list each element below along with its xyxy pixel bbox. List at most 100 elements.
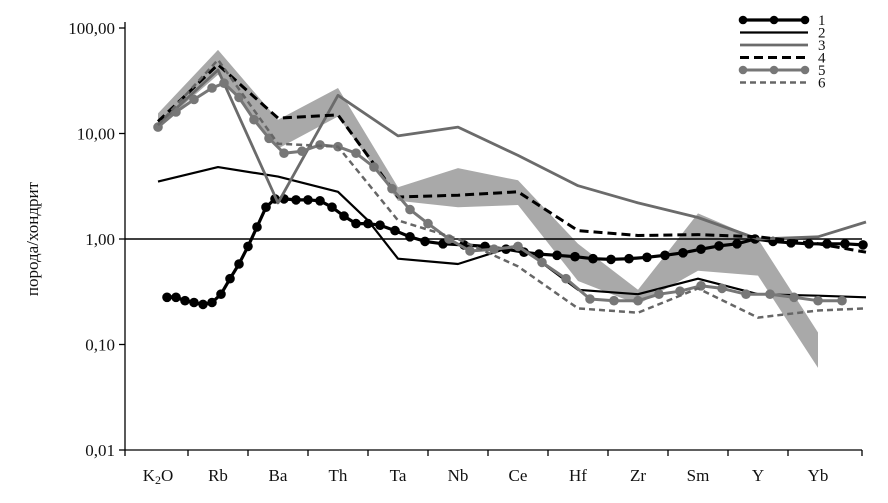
x-tick-label-main: Rb (208, 466, 228, 485)
series-5-point (789, 292, 799, 303)
series-1-point (252, 222, 262, 232)
series-1-point (234, 259, 244, 269)
legend-swatch-marker (738, 15, 748, 25)
series-5-point (249, 114, 259, 125)
series-1-point (243, 241, 253, 252)
x-tick-label-main: Ba (269, 466, 288, 485)
legend-label: 4 (818, 51, 826, 67)
legend-item-1: 1 (738, 13, 826, 29)
x-tick-label-subscript: 2 (155, 473, 161, 487)
x-tick-label-main: Hf (569, 466, 587, 485)
series-1-point (570, 251, 580, 262)
x-tick-label-main: Th (329, 466, 348, 485)
series-5-point (423, 218, 433, 229)
series-5-point (675, 286, 685, 297)
series-1-point (678, 248, 688, 258)
series-5-point (654, 289, 664, 300)
legend-label: 3 (818, 38, 826, 54)
series-1-point (291, 195, 301, 205)
series-1-point (696, 244, 706, 254)
series-3-line (157, 68, 867, 241)
series-1-point (339, 211, 349, 221)
legend-item-2: 2 (740, 26, 826, 42)
x-tick-label-main: Sm (687, 466, 710, 485)
x-tick-label-main: Ce (509, 466, 528, 485)
legend-swatch-marker (800, 15, 810, 25)
series-1-point (171, 292, 181, 303)
legend-swatch-marker (769, 65, 779, 75)
x-tick-label: Sm (687, 466, 710, 485)
series-1-point (606, 254, 616, 265)
x-tick-label-main: Yb (808, 466, 829, 485)
series-5-point (741, 289, 751, 300)
x-tick-label-rest: O (161, 466, 173, 485)
legend-swatch-marker (769, 15, 779, 25)
legend-item-6: 6 (740, 76, 826, 92)
x-tick-label: Ba (269, 466, 288, 485)
series-5-point (351, 148, 361, 158)
range-band-layer (158, 49, 818, 368)
series-5-point (489, 244, 499, 254)
series-5-point (585, 294, 595, 304)
x-tick-label: Y (752, 466, 764, 485)
x-tick-label-main: Zr (630, 466, 646, 485)
series-1-point (420, 236, 430, 247)
axes-layer (119, 22, 863, 456)
series-1-point (840, 239, 850, 249)
y-tick-label: 0,10 (85, 336, 115, 355)
series-1-point (303, 195, 313, 205)
y-tick-label: 1,00 (85, 230, 115, 249)
series-1-point (180, 295, 190, 306)
series-5-point (219, 78, 229, 88)
series-1-point (588, 253, 598, 264)
y-axis-title: порода/хондрит (23, 181, 42, 296)
x-tick-label: Nb (448, 466, 469, 485)
series-1-point (261, 202, 271, 212)
series-5-point (765, 289, 775, 300)
y-tick-label: 10,00 (77, 125, 115, 144)
x-tick-label: Hf (569, 466, 587, 485)
x-tick-label-main: Ta (390, 466, 407, 485)
series-3 (157, 68, 867, 241)
series-1-point (189, 297, 199, 308)
series-1-point (714, 241, 724, 251)
series-5-point (609, 295, 619, 306)
series-1-point (225, 273, 235, 284)
x-tick-label: Yb (808, 466, 829, 485)
x-tick-label-main: Y (752, 466, 764, 485)
series-5-point (234, 92, 244, 103)
series-1-point (642, 252, 652, 263)
legend-label: 1 (818, 13, 826, 29)
series-1-point (327, 202, 337, 212)
series-1-point (732, 239, 742, 249)
x-tick-label: K2O (143, 466, 174, 487)
legend-label: 5 (818, 63, 826, 79)
legend-label: 6 (818, 76, 826, 92)
series-1-point (198, 299, 208, 310)
series-5-point (837, 295, 847, 306)
series-5-point (297, 146, 307, 156)
series-5-point (717, 283, 727, 294)
series-1-point (660, 250, 670, 261)
series-5-point (153, 122, 163, 132)
series-1-point (624, 253, 634, 264)
legend-swatch-marker (800, 65, 810, 75)
x-tick-label: Ta (390, 466, 407, 485)
series-5-point (633, 295, 643, 306)
series-layer (153, 58, 868, 319)
legend-item-5: 5 (738, 63, 826, 79)
series-1-point (351, 218, 361, 229)
series-6-line (157, 58, 867, 319)
series-5-point (279, 148, 289, 158)
series-1-point (315, 196, 325, 206)
series-5-point (537, 257, 547, 268)
legend-item-3: 3 (740, 38, 826, 54)
y-tick-label: 100,00 (68, 19, 115, 38)
x-tick-label: Zr (630, 466, 646, 485)
series-1-point (552, 250, 562, 261)
series-4 (156, 63, 867, 254)
series-5-point (405, 204, 415, 215)
series-1-point (162, 292, 172, 303)
x-tick-label: Th (329, 466, 348, 485)
